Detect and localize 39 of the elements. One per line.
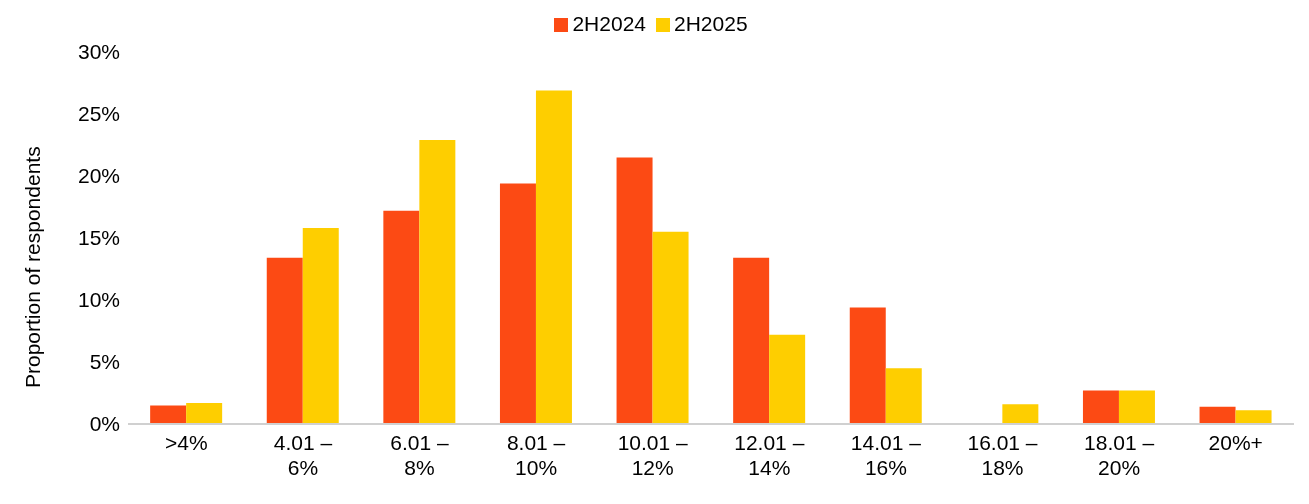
y-tick-label: 10% [77,288,120,312]
legend-label: 2H2024 [572,12,646,35]
x-tick-label: 14.01 – 16% [850,431,922,479]
x-tick-label: 8.01 – 10% [506,431,566,479]
x-tick-label: 18.01 – 20% [1084,431,1155,479]
x-tick-label: 6.01 – 8% [390,431,450,479]
y-tick-label: 30% [77,40,120,64]
bar [1199,406,1236,424]
bar [383,210,420,424]
bar [186,402,223,424]
y-tick-label: 5% [89,350,120,374]
bar [652,231,689,424]
y-tick-label: 20% [77,164,120,188]
y-tick-label: 25% [77,102,120,126]
y-axis-title: Proportion of respondents [21,146,45,388]
bar [419,140,456,424]
x-tick-label: 16.01 – 18% [967,431,1038,479]
x-tick-label: 4.01 – 6% [273,431,333,479]
y-tick-label: 15% [77,226,120,250]
bar [1118,390,1155,424]
bar [1235,410,1272,424]
y-tick-label: 0% [89,412,120,436]
x-tick-label: 20%+ [1208,431,1263,454]
x-tick-label: >4% [164,431,208,454]
bar [535,90,572,424]
bar [733,257,770,424]
bar [302,228,339,424]
bar [616,157,653,424]
x-tick-label: 12.01 – 14% [734,431,805,479]
bar [499,183,536,424]
bar [769,334,806,424]
bar [1002,404,1039,424]
bar [1082,390,1119,424]
legend-label: 2H2025 [674,12,748,35]
bar [849,307,886,424]
bar [266,257,303,424]
bar [885,368,922,424]
x-tick-label: 10.01 – 12% [617,431,689,479]
bar [150,405,187,424]
